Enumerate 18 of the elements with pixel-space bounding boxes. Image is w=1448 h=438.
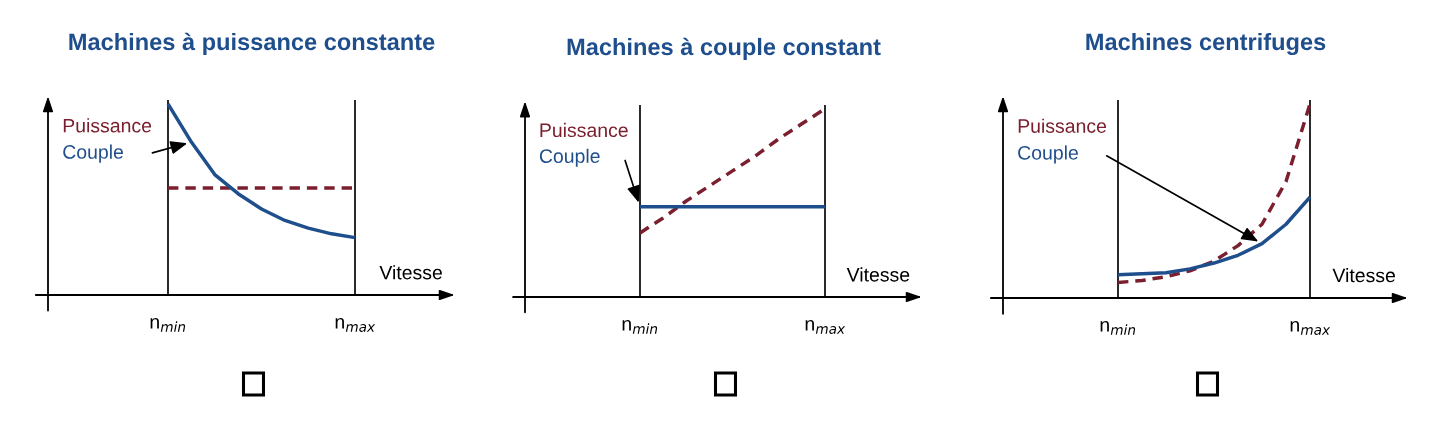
- x-axis-title: Vitesse: [379, 265, 442, 280]
- chart-title: Machines centrifuges: [1086, 32, 1326, 55]
- text: Couple: [539, 148, 600, 167]
- x-tick-label: n$_{max}$: [805, 320, 846, 334]
- chart-title: Machines à puissance constante: [69, 32, 435, 55]
- text: Puissance: [1018, 118, 1107, 133]
- x-axis-title: Vitesse: [846, 267, 910, 282]
- x-tick-label: n$_{min}$: [622, 320, 658, 334]
- x-tick-label: n$_{max}$: [1290, 321, 1331, 335]
- text: Couple: [63, 144, 123, 163]
- x-tick-label: n$_{max}$: [335, 318, 376, 332]
- text: Couple: [1018, 145, 1078, 164]
- text: Puissance: [540, 122, 628, 138]
- x-axis-title: Vitesse: [1332, 267, 1395, 283]
- x-tick-label: n$_{min}$: [150, 318, 186, 332]
- x-tick-label: n$_{min}$: [1100, 321, 1136, 335]
- text: Puissance: [63, 118, 152, 133]
- chart-title: Machines à couple constant: [567, 37, 881, 60]
